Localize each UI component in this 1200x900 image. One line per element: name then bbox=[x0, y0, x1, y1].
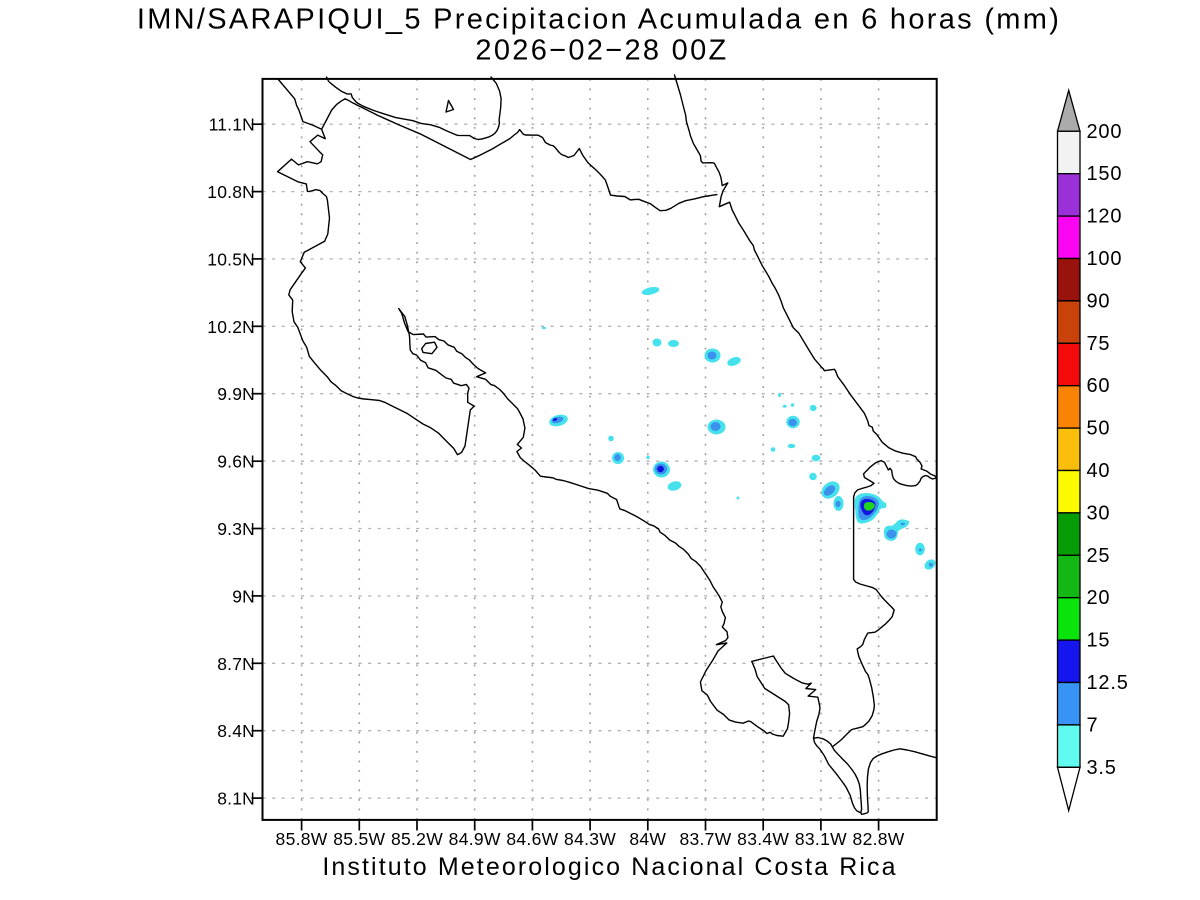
svg-text:84.3W: 84.3W bbox=[564, 829, 616, 849]
svg-text:200: 200 bbox=[1087, 121, 1123, 143]
svg-text:8.1N: 8.1N bbox=[217, 789, 255, 809]
svg-text:40: 40 bbox=[1087, 460, 1111, 482]
svg-text:25: 25 bbox=[1087, 545, 1111, 567]
svg-text:150: 150 bbox=[1087, 163, 1123, 185]
svg-text:Instituto Meteorologico Nacion: Instituto Meteorologico Nacional Costa R… bbox=[322, 853, 897, 881]
svg-text:IMN/SARAPIQUI_5 Precipitacion: IMN/SARAPIQUI_5 Precipitacion Acumulada … bbox=[137, 4, 1061, 36]
svg-text:75: 75 bbox=[1087, 333, 1111, 355]
svg-text:50: 50 bbox=[1087, 418, 1111, 440]
svg-text:9.3N: 9.3N bbox=[217, 519, 255, 539]
svg-text:84W: 84W bbox=[629, 829, 666, 849]
svg-text:11.1N: 11.1N bbox=[209, 115, 255, 135]
svg-text:2026−02−28 00Z: 2026−02−28 00Z bbox=[475, 35, 728, 67]
svg-text:84.9W: 84.9W bbox=[449, 829, 501, 849]
svg-text:20: 20 bbox=[1087, 587, 1111, 609]
svg-text:60: 60 bbox=[1087, 375, 1111, 397]
svg-text:9N: 9N bbox=[232, 586, 255, 606]
svg-text:83.7W: 83.7W bbox=[679, 829, 731, 849]
svg-text:82.8W: 82.8W bbox=[853, 829, 905, 849]
svg-text:83.4W: 83.4W bbox=[737, 829, 789, 849]
svg-text:10.2N: 10.2N bbox=[207, 317, 255, 337]
svg-text:90: 90 bbox=[1087, 290, 1111, 312]
svg-text:85.2W: 85.2W bbox=[391, 829, 443, 849]
svg-text:83.1W: 83.1W bbox=[795, 829, 847, 849]
svg-text:9.9N: 9.9N bbox=[217, 384, 255, 404]
svg-text:8.4N: 8.4N bbox=[217, 721, 255, 741]
svg-text:85.5W: 85.5W bbox=[333, 829, 385, 849]
svg-text:84.6W: 84.6W bbox=[506, 829, 558, 849]
svg-text:7: 7 bbox=[1087, 714, 1099, 736]
svg-text:10.5N: 10.5N bbox=[207, 249, 255, 269]
svg-text:15: 15 bbox=[1087, 630, 1111, 652]
svg-text:8.7N: 8.7N bbox=[217, 654, 255, 674]
svg-text:9.6N: 9.6N bbox=[217, 452, 255, 472]
svg-text:3.5: 3.5 bbox=[1087, 757, 1117, 779]
svg-text:12.5: 12.5 bbox=[1087, 672, 1129, 694]
svg-text:10.8N: 10.8N bbox=[207, 182, 255, 202]
svg-text:100: 100 bbox=[1087, 248, 1123, 270]
svg-text:120: 120 bbox=[1087, 206, 1123, 228]
svg-text:30: 30 bbox=[1087, 502, 1111, 524]
svg-text:85.8W: 85.8W bbox=[276, 829, 328, 849]
